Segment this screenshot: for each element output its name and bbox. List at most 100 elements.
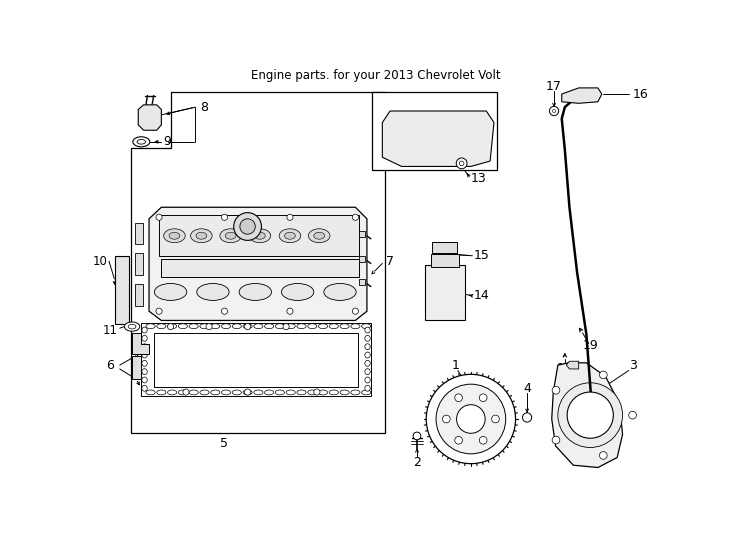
Ellipse shape (189, 324, 198, 329)
Ellipse shape (157, 324, 166, 329)
Text: 13: 13 (471, 172, 487, 185)
Circle shape (552, 387, 560, 394)
Text: Engine parts. for your 2013 Chevrolet Volt: Engine parts. for your 2013 Chevrolet Vo… (251, 69, 501, 82)
Polygon shape (138, 105, 161, 130)
Ellipse shape (200, 324, 209, 329)
Circle shape (240, 219, 255, 234)
Text: 12: 12 (390, 95, 406, 108)
Ellipse shape (178, 324, 187, 329)
Ellipse shape (243, 390, 252, 395)
Circle shape (479, 394, 487, 402)
Ellipse shape (286, 390, 295, 395)
Bar (153, 333, 358, 387)
Polygon shape (552, 363, 622, 468)
Bar (372, 92, 497, 170)
Ellipse shape (157, 390, 166, 395)
Polygon shape (567, 361, 578, 369)
Circle shape (244, 389, 251, 395)
Circle shape (457, 404, 485, 433)
Circle shape (352, 308, 358, 314)
Ellipse shape (191, 229, 212, 242)
Text: 3: 3 (628, 359, 636, 372)
Ellipse shape (164, 229, 185, 242)
Polygon shape (149, 207, 367, 320)
Circle shape (600, 451, 607, 460)
Ellipse shape (167, 324, 177, 329)
Circle shape (550, 106, 559, 116)
Ellipse shape (351, 324, 360, 329)
Ellipse shape (308, 229, 330, 242)
Polygon shape (562, 88, 602, 103)
Circle shape (167, 323, 174, 330)
Text: 1: 1 (451, 359, 459, 372)
Circle shape (287, 214, 293, 220)
Ellipse shape (365, 352, 370, 358)
Ellipse shape (279, 229, 301, 242)
Circle shape (183, 389, 189, 395)
Polygon shape (382, 111, 494, 166)
Circle shape (492, 415, 499, 423)
Ellipse shape (249, 229, 271, 242)
Ellipse shape (211, 390, 219, 395)
Circle shape (436, 384, 506, 454)
Ellipse shape (365, 377, 370, 383)
Ellipse shape (365, 335, 370, 341)
Ellipse shape (324, 284, 356, 300)
Ellipse shape (297, 324, 306, 329)
Ellipse shape (365, 344, 370, 349)
Circle shape (567, 392, 614, 438)
Ellipse shape (124, 322, 139, 331)
Ellipse shape (275, 324, 285, 329)
Text: 17: 17 (546, 80, 562, 93)
Ellipse shape (365, 360, 370, 366)
Text: 15: 15 (474, 249, 490, 262)
Ellipse shape (314, 232, 324, 239)
Ellipse shape (196, 232, 207, 239)
Ellipse shape (146, 390, 155, 395)
Ellipse shape (362, 390, 371, 395)
Bar (142, 323, 371, 396)
Ellipse shape (167, 390, 177, 395)
Ellipse shape (239, 284, 272, 300)
Ellipse shape (128, 325, 136, 329)
Ellipse shape (319, 390, 327, 395)
Bar (432, 242, 457, 253)
Ellipse shape (297, 390, 306, 395)
Circle shape (222, 308, 228, 314)
Circle shape (479, 436, 487, 444)
Text: 9: 9 (163, 136, 171, 148)
Ellipse shape (308, 324, 317, 329)
Circle shape (206, 323, 212, 330)
Ellipse shape (330, 324, 338, 329)
Bar (431, 254, 459, 267)
Ellipse shape (142, 369, 148, 375)
Ellipse shape (340, 390, 349, 395)
Bar (135, 284, 143, 306)
Circle shape (314, 389, 320, 395)
Polygon shape (132, 333, 149, 354)
Ellipse shape (142, 377, 148, 383)
Ellipse shape (169, 232, 180, 239)
Circle shape (455, 436, 462, 444)
Ellipse shape (142, 352, 148, 358)
Circle shape (222, 214, 228, 220)
Bar (132, 356, 142, 379)
Polygon shape (161, 259, 359, 276)
Ellipse shape (225, 232, 236, 239)
Ellipse shape (154, 284, 186, 300)
Ellipse shape (142, 327, 148, 333)
Circle shape (352, 214, 358, 220)
Ellipse shape (232, 390, 241, 395)
Circle shape (287, 308, 293, 314)
Bar (135, 253, 143, 275)
Ellipse shape (254, 324, 263, 329)
Circle shape (244, 323, 251, 330)
Circle shape (426, 374, 515, 464)
Ellipse shape (142, 386, 148, 391)
Ellipse shape (365, 369, 370, 375)
Ellipse shape (197, 284, 229, 300)
Ellipse shape (362, 324, 371, 329)
Ellipse shape (211, 324, 219, 329)
Bar (425, 265, 465, 320)
Circle shape (455, 394, 462, 402)
